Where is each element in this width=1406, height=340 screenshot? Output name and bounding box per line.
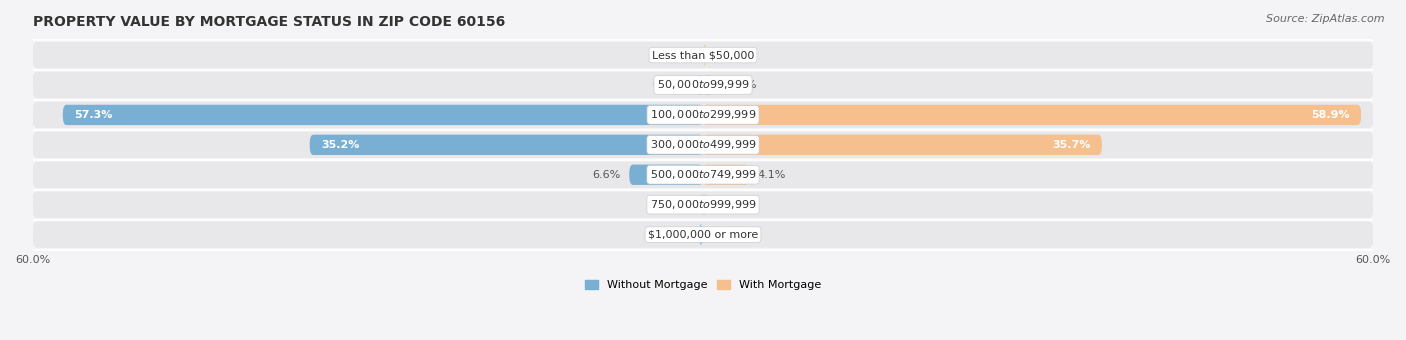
Text: Less than $50,000: Less than $50,000 bbox=[652, 50, 754, 60]
FancyBboxPatch shape bbox=[309, 135, 703, 155]
Legend: Without Mortgage, With Mortgage: Without Mortgage, With Mortgage bbox=[581, 275, 825, 294]
Text: 0.16%: 0.16% bbox=[714, 200, 749, 210]
Text: $50,000 to $99,999: $50,000 to $99,999 bbox=[657, 79, 749, 91]
Text: PROPERTY VALUE BY MORTGAGE STATUS IN ZIP CODE 60156: PROPERTY VALUE BY MORTGAGE STATUS IN ZIP… bbox=[32, 15, 505, 29]
Text: 0.79%: 0.79% bbox=[721, 80, 756, 90]
FancyBboxPatch shape bbox=[32, 102, 1374, 128]
FancyBboxPatch shape bbox=[32, 191, 1374, 218]
Text: $300,000 to $499,999: $300,000 to $499,999 bbox=[650, 138, 756, 151]
Text: 0.0%: 0.0% bbox=[666, 200, 695, 210]
FancyBboxPatch shape bbox=[32, 132, 1374, 158]
Text: Source: ZipAtlas.com: Source: ZipAtlas.com bbox=[1267, 14, 1385, 23]
Text: $100,000 to $299,999: $100,000 to $299,999 bbox=[650, 108, 756, 121]
Text: 58.9%: 58.9% bbox=[1312, 110, 1350, 120]
FancyBboxPatch shape bbox=[703, 135, 1102, 155]
Text: 0.28%: 0.28% bbox=[716, 50, 751, 60]
Text: 6.6%: 6.6% bbox=[592, 170, 620, 180]
FancyBboxPatch shape bbox=[703, 75, 711, 95]
Text: 0.0%: 0.0% bbox=[666, 50, 695, 60]
FancyBboxPatch shape bbox=[697, 75, 703, 95]
Text: 0.56%: 0.56% bbox=[652, 80, 688, 90]
Text: 35.7%: 35.7% bbox=[1052, 140, 1091, 150]
FancyBboxPatch shape bbox=[630, 165, 703, 185]
Text: 57.3%: 57.3% bbox=[75, 110, 112, 120]
FancyBboxPatch shape bbox=[32, 162, 1374, 188]
Text: 0.0%: 0.0% bbox=[711, 230, 740, 240]
FancyBboxPatch shape bbox=[32, 42, 1374, 68]
Text: $500,000 to $749,999: $500,000 to $749,999 bbox=[650, 168, 756, 181]
FancyBboxPatch shape bbox=[703, 105, 1361, 125]
Text: 4.1%: 4.1% bbox=[758, 170, 786, 180]
Text: 0.39%: 0.39% bbox=[654, 230, 690, 240]
Text: 35.2%: 35.2% bbox=[321, 140, 360, 150]
Text: $1,000,000 or more: $1,000,000 or more bbox=[648, 230, 758, 240]
FancyBboxPatch shape bbox=[703, 45, 707, 65]
FancyBboxPatch shape bbox=[702, 194, 707, 215]
FancyBboxPatch shape bbox=[63, 105, 703, 125]
FancyBboxPatch shape bbox=[703, 165, 749, 185]
FancyBboxPatch shape bbox=[699, 224, 703, 245]
FancyBboxPatch shape bbox=[32, 72, 1374, 98]
FancyBboxPatch shape bbox=[32, 221, 1374, 248]
Text: $750,000 to $999,999: $750,000 to $999,999 bbox=[650, 198, 756, 211]
